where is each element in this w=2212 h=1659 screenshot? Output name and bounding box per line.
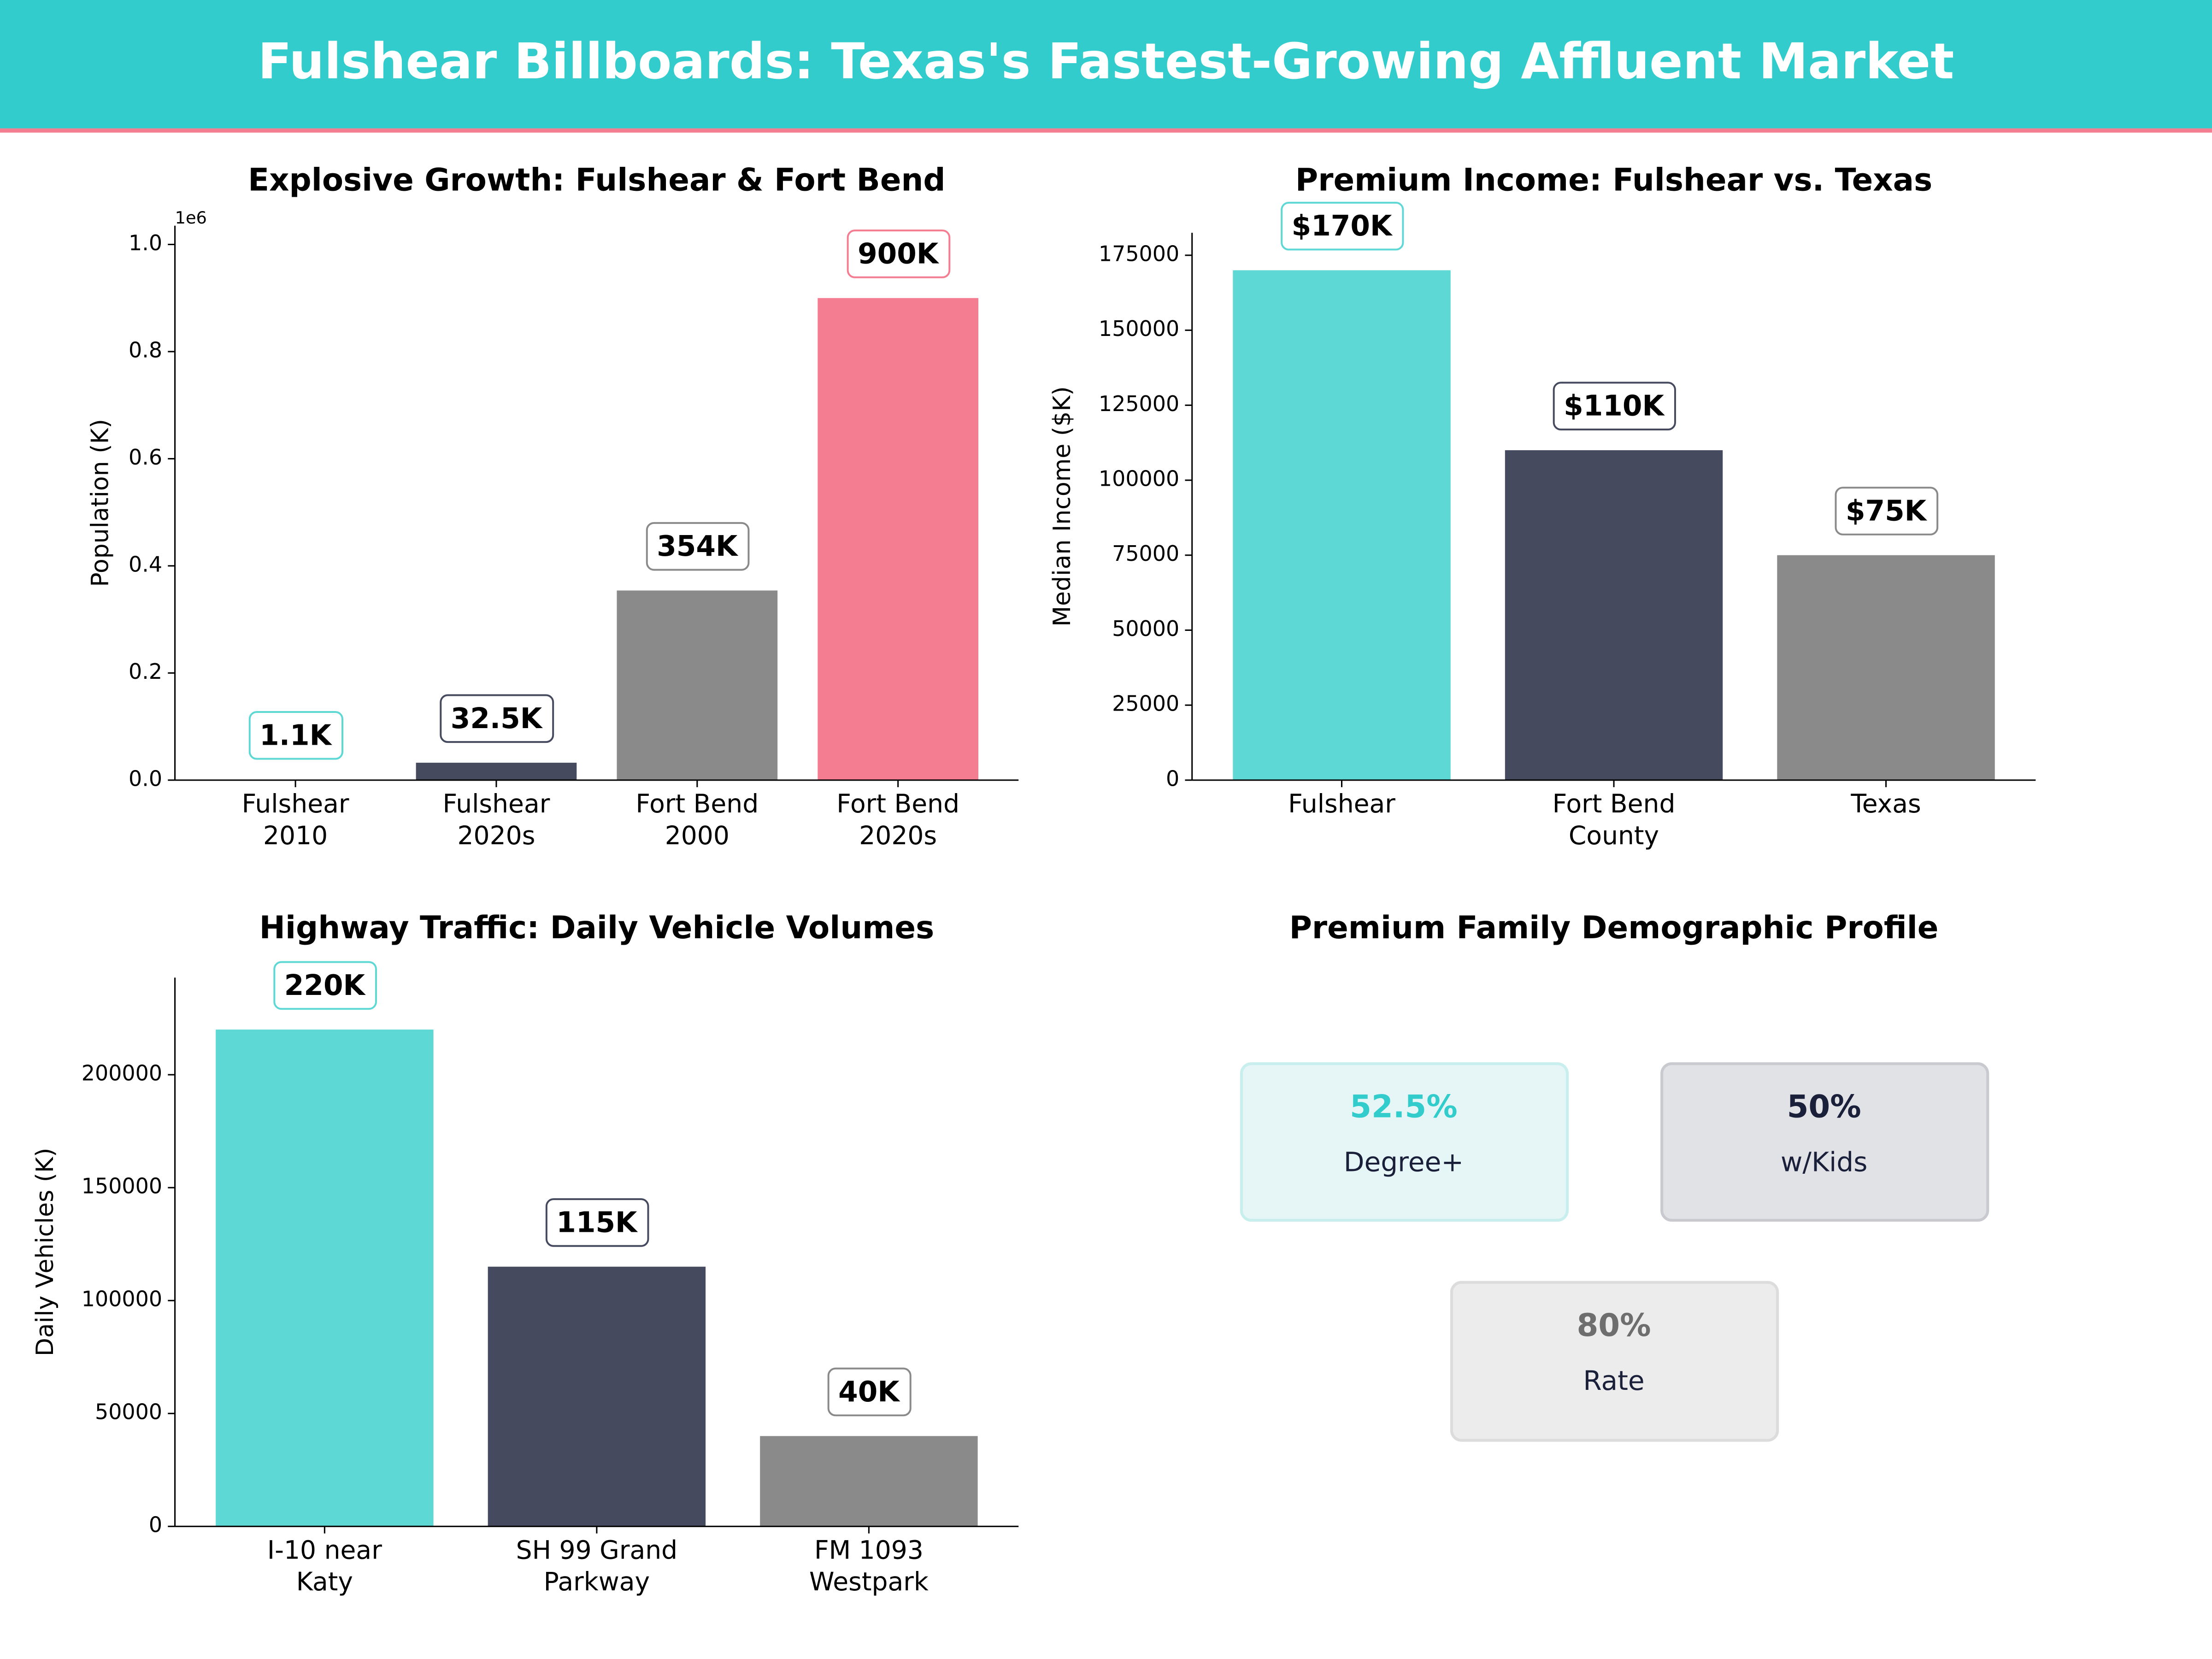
y-tick-label: 200000	[82, 1061, 162, 1086]
card-box	[1240, 1062, 1569, 1222]
y-tick-label: 100000	[1099, 466, 1179, 491]
value-label-box	[440, 694, 554, 743]
card-box	[1660, 1062, 1989, 1222]
value-label-box	[248, 711, 344, 760]
y-tick-label: 125000	[1099, 391, 1179, 416]
chart-title: Premium Income: Fulshear vs. Texas	[1295, 161, 1932, 198]
bar	[1777, 555, 1995, 780]
x-tick-label: Fort Bend 2020s	[836, 789, 959, 850]
x-tick-label: I-10 near Katy	[267, 1535, 382, 1596]
value-label-box	[273, 961, 377, 1010]
value-label-box	[1281, 201, 1404, 251]
y-offset-label: 1e6	[175, 208, 207, 228]
value-label-text: 900K	[858, 237, 940, 270]
bar	[488, 1266, 706, 1527]
card-value: 52.5%	[1350, 1088, 1458, 1125]
header-band	[0, 0, 2212, 129]
bar	[760, 1436, 978, 1527]
x-tick-label: Fort Bend 2000	[635, 789, 759, 850]
value-label-text: 220K	[284, 969, 366, 1002]
y-tick-label: 100000	[82, 1287, 162, 1312]
value-label-box	[1835, 487, 1939, 535]
bar	[1233, 270, 1451, 780]
value-label-text: 115K	[556, 1206, 638, 1239]
profile-card: 52.5% Degree+	[1240, 1062, 1569, 1222]
y-tick-label: 0	[149, 1512, 162, 1537]
bar	[818, 298, 979, 780]
value-label-text: 1.1K	[259, 719, 332, 752]
y-tick-label: 0	[1166, 766, 1179, 791]
value-label-text: 32.5K	[451, 702, 543, 735]
x-tick-label: Texas	[1850, 789, 1921, 818]
y-tick-label: 0.0	[129, 766, 162, 791]
value-label-text: $75K	[1846, 494, 1928, 527]
y-axis-label: Median Income ($K)	[1048, 386, 1076, 627]
x-tick-label: SH 99 Grand Parkway	[516, 1535, 678, 1596]
y-tick-label: 25000	[1112, 691, 1179, 716]
value-label-text: 354K	[657, 530, 739, 563]
value-label: $110K	[1553, 382, 1676, 431]
value-label-box	[646, 522, 750, 571]
card-box	[1450, 1281, 1779, 1442]
header-title: Fulshear Billboards: Texas's Fastest-Gro…	[258, 33, 1954, 90]
bar	[216, 1030, 434, 1527]
value-label-text: $170K	[1292, 210, 1393, 242]
y-tick-label: 150000	[82, 1174, 162, 1199]
profile-card: 80% Rate	[1450, 1281, 1779, 1442]
value-label: 115K	[545, 1198, 649, 1247]
value-label-box	[847, 229, 951, 278]
x-tick-label: FM 1093 Westpark	[809, 1535, 929, 1596]
x-tick-label: Fulshear 2020s	[443, 789, 550, 850]
chart-title: Highway Traffic: Daily Vehicle Volumes	[259, 909, 935, 946]
bar	[416, 763, 577, 780]
value-label-text: $110K	[1564, 390, 1665, 423]
x-tick-label: Fort Bend County	[1553, 789, 1676, 850]
value-label: 1.1K	[248, 711, 344, 760]
value-label: $75K	[1835, 487, 1939, 535]
y-tick-label: 50000	[95, 1400, 162, 1424]
value-label: 354K	[646, 522, 750, 571]
card-label: w/Kids	[1781, 1147, 1868, 1178]
x-tick-label: Fulshear 2010	[242, 789, 349, 850]
card-value: 80%	[1577, 1307, 1651, 1343]
profile-title: Premium Family Demographic Profile	[1289, 909, 1939, 946]
value-label: 220K	[273, 961, 377, 1010]
x-tick-label: Fulshear	[1288, 789, 1395, 818]
y-tick-label: 0.8	[129, 337, 162, 362]
value-label-text: 40K	[838, 1376, 900, 1408]
value-label-box	[1553, 382, 1676, 431]
profile-card: 50% w/Kids	[1660, 1062, 1989, 1222]
value-label: 32.5K	[440, 694, 554, 743]
y-tick-label: 1.0	[129, 230, 162, 255]
y-tick-label: 0.6	[129, 445, 162, 470]
value-label-box	[827, 1367, 912, 1417]
y-tick-label: 0.4	[129, 552, 162, 577]
value-label-box	[545, 1198, 649, 1247]
value-label: 40K	[827, 1367, 912, 1417]
chart-title: Explosive Growth: Fulshear & Fort Bend	[248, 161, 946, 198]
value-label: $170K	[1281, 201, 1404, 251]
card-label: Rate	[1583, 1365, 1644, 1396]
value-label: 900K	[847, 229, 951, 278]
bar	[617, 590, 778, 780]
y-tick-label: 75000	[1112, 541, 1179, 566]
header-rule	[0, 128, 2212, 133]
bar	[1505, 450, 1723, 780]
card-value: 50%	[1787, 1088, 1861, 1125]
y-tick-label: 50000	[1112, 616, 1179, 641]
y-tick-label: 150000	[1099, 316, 1179, 341]
y-tick-label: 0.2	[129, 659, 162, 684]
y-axis-label: Daily Vehicles (K)	[31, 1148, 59, 1357]
y-axis-label: Population (K)	[86, 419, 114, 587]
card-label: Degree+	[1344, 1147, 1464, 1178]
y-tick-label: 175000	[1099, 241, 1179, 266]
